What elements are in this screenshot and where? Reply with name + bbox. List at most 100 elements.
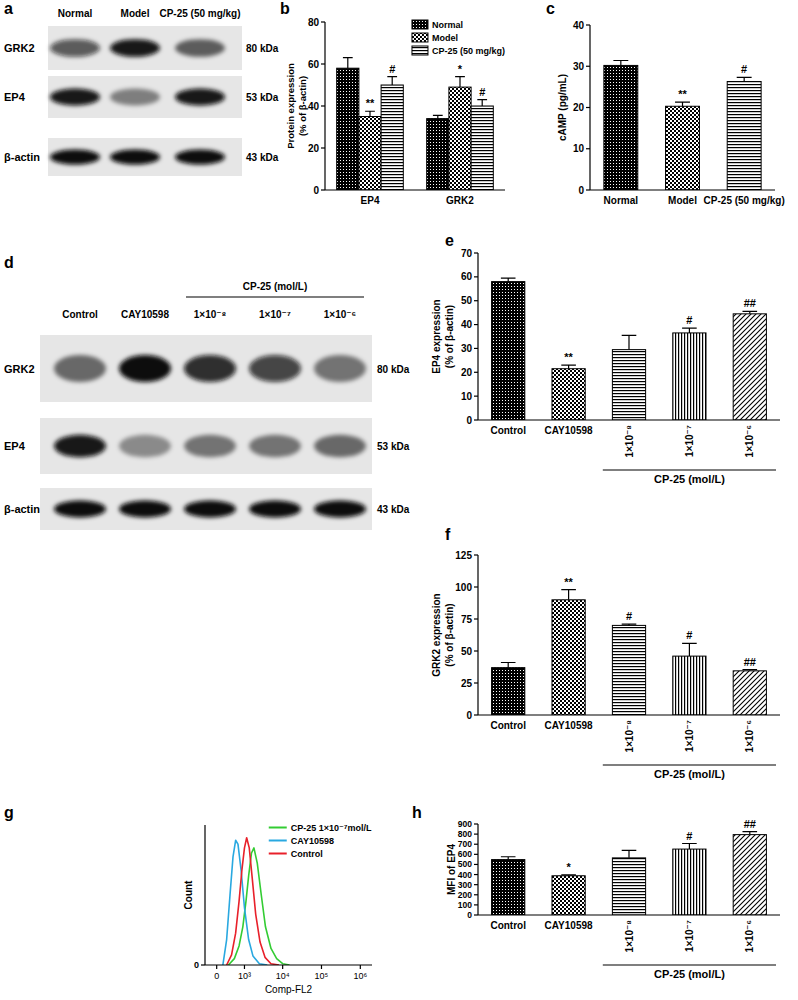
y-tick-label: 50 bbox=[461, 646, 473, 657]
x-tick-label: CAY10598 bbox=[545, 425, 593, 436]
x-axis-label: CP-25 (mol/L) bbox=[654, 768, 725, 780]
curves bbox=[223, 838, 290, 965]
bar bbox=[612, 625, 645, 715]
y-tick bbox=[474, 419, 478, 420]
y-tick-label: 0 bbox=[466, 710, 472, 721]
y-tick bbox=[474, 714, 478, 715]
panel-label: e bbox=[445, 232, 454, 249]
y-tick-label: 100 bbox=[458, 900, 472, 910]
y-tick bbox=[474, 586, 478, 587]
significance: # bbox=[686, 830, 692, 842]
x-tick-label: 10⁴ bbox=[276, 971, 290, 981]
y-tick-label: 0 bbox=[466, 415, 472, 426]
lane-label: CP-25 (50 mg/kg) bbox=[159, 8, 240, 19]
x-axis-label: Comp-FL2 bbox=[265, 984, 313, 995]
x-tick-label: 1×10⁻⁶ bbox=[744, 920, 755, 952]
x-tick-label: 10⁵ bbox=[315, 971, 329, 981]
legend-label: CP-25 1×10⁻⁷mol/L bbox=[291, 823, 372, 833]
y-tick bbox=[586, 107, 590, 108]
x-tick-label: GRK2 bbox=[446, 195, 474, 206]
bar-chart: **###010203040506070EP4 expression(% of … bbox=[431, 248, 780, 486]
bars bbox=[492, 278, 767, 420]
x-tick-label: CAY10598 bbox=[545, 920, 593, 931]
row-label: β-actin bbox=[4, 151, 40, 163]
row-label: β-actin bbox=[4, 503, 40, 515]
legend-label: Control bbox=[291, 849, 323, 859]
band bbox=[119, 435, 171, 457]
x-tick-label: 1×10⁻⁸ bbox=[624, 425, 635, 458]
lane-label: Normal bbox=[58, 8, 93, 19]
x-tick-label: Control bbox=[490, 920, 526, 931]
size-label: 80 kDa bbox=[377, 364, 410, 375]
bar bbox=[727, 82, 761, 190]
x-tick-label: Control bbox=[490, 425, 526, 436]
lane-label: 1×10⁻⁸ bbox=[194, 309, 227, 320]
legend-swatch bbox=[412, 46, 428, 55]
error-bar bbox=[622, 335, 637, 349]
y-axis-label: EP4 expression bbox=[431, 299, 442, 373]
y-tick-label: 200 bbox=[458, 890, 472, 900]
y-tick bbox=[474, 834, 478, 835]
annotations: **#### bbox=[564, 576, 756, 668]
error-bar bbox=[742, 832, 757, 835]
y-axis bbox=[477, 253, 478, 420]
x-tick-label: 10³ bbox=[238, 971, 251, 981]
x-tick-label: 0 bbox=[214, 971, 219, 981]
lane-label: CAY10598 bbox=[121, 309, 169, 320]
band bbox=[119, 501, 171, 518]
band bbox=[314, 435, 366, 457]
x-tick bbox=[321, 965, 322, 969]
y-tick-label: 10 bbox=[461, 391, 473, 402]
error-bar bbox=[742, 311, 757, 313]
y-tick bbox=[321, 21, 325, 22]
y-tick-label: 100 bbox=[455, 582, 472, 593]
y-axis-label: (% of β-actin) bbox=[297, 76, 308, 136]
significance: ** bbox=[366, 97, 375, 109]
y-axis-label: MFI of EP4 bbox=[446, 844, 457, 896]
y-tick bbox=[474, 854, 478, 855]
bar bbox=[673, 656, 706, 715]
band bbox=[110, 149, 160, 164]
y-tick-label: 300 bbox=[458, 880, 472, 890]
y-tick bbox=[474, 554, 478, 555]
row-label: EP4 bbox=[4, 91, 26, 103]
legend-swatch bbox=[269, 827, 287, 829]
y-tick-label: 900 bbox=[458, 819, 472, 829]
size-label: 80 kDa bbox=[246, 43, 279, 54]
membrane bbox=[40, 488, 372, 530]
x-tick-label: 1×10⁻⁶ bbox=[744, 425, 755, 457]
y-tick-label: 400 bbox=[458, 870, 472, 880]
bar bbox=[612, 350, 645, 420]
significance: ## bbox=[744, 818, 756, 830]
y-tick-label: 70 bbox=[461, 248, 473, 259]
y-axis-label: Count bbox=[183, 880, 194, 910]
error-bar bbox=[477, 100, 487, 106]
legend-label: Normal bbox=[432, 20, 463, 30]
error-bar bbox=[343, 58, 353, 68]
y-tick bbox=[474, 396, 478, 397]
legend-swatch bbox=[412, 20, 428, 29]
error-bar bbox=[675, 102, 690, 106]
bars bbox=[492, 832, 767, 915]
y-tick-label: 40 bbox=[308, 101, 320, 112]
group-bracket bbox=[603, 964, 776, 965]
y-tick bbox=[474, 823, 478, 824]
y-tick bbox=[586, 24, 590, 25]
bar bbox=[612, 858, 645, 915]
y-axis-label: Protein expression bbox=[285, 63, 296, 149]
x-tick-label: 1×10⁻⁶ bbox=[744, 720, 755, 752]
curve bbox=[227, 838, 279, 965]
error-bar bbox=[501, 663, 516, 668]
band bbox=[249, 435, 301, 457]
y-tick bbox=[474, 348, 478, 349]
line-chart: 010³10⁴10⁵10⁶0CountComp-FL2CP-25 1×10⁻⁷m… bbox=[183, 823, 372, 995]
x-axis bbox=[590, 189, 775, 190]
size-label: 43 kDa bbox=[246, 152, 279, 163]
significance: * bbox=[458, 63, 463, 75]
legend-swatch bbox=[269, 840, 287, 842]
y-tick bbox=[586, 66, 590, 67]
y-tick bbox=[474, 372, 478, 373]
x-axis-label: CP-25 (mol/L) bbox=[654, 968, 725, 980]
bar bbox=[337, 68, 359, 190]
error-bar bbox=[622, 624, 637, 625]
